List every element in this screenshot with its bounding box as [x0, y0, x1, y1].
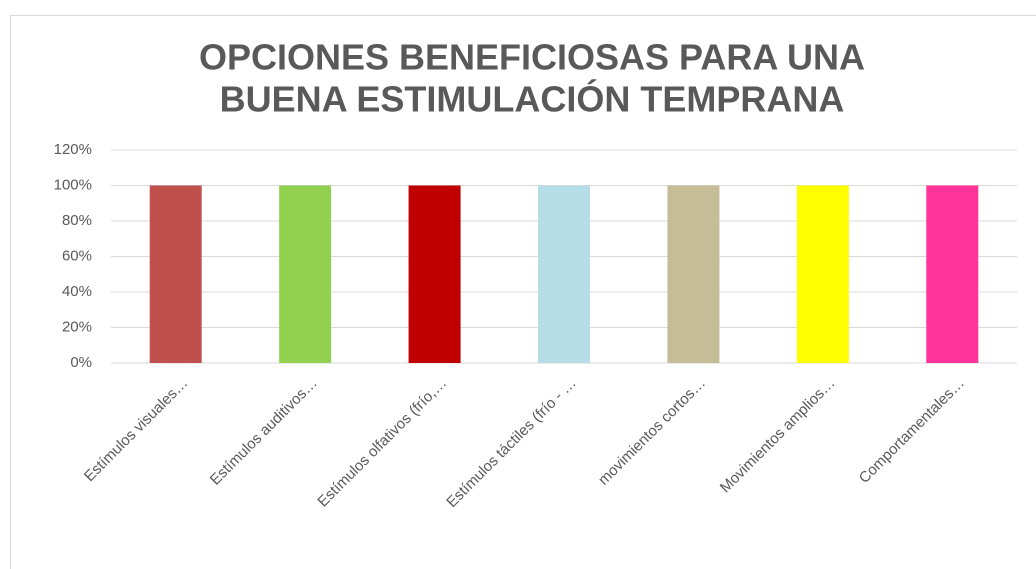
bar — [538, 185, 590, 363]
bar — [408, 185, 461, 363]
y-tick-label: 120% — [54, 141, 92, 158]
chart-title: OPCIONES BENEFICIOSAS PARA UNA — [199, 37, 865, 78]
bar — [926, 185, 979, 363]
y-tick-label: 40% — [62, 283, 92, 300]
y-tick-label: 20% — [62, 318, 92, 335]
y-tick-label: 80% — [62, 212, 92, 229]
bar — [796, 185, 849, 363]
bar — [279, 185, 332, 363]
chart-title: BUENA ESTIMULACIÓN TEMPRANA — [220, 78, 845, 120]
y-tick-label: 0% — [70, 354, 92, 371]
y-tick-label: 100% — [54, 176, 92, 193]
bar — [149, 185, 202, 363]
bar — [667, 185, 720, 363]
y-tick-label: 60% — [62, 247, 92, 264]
